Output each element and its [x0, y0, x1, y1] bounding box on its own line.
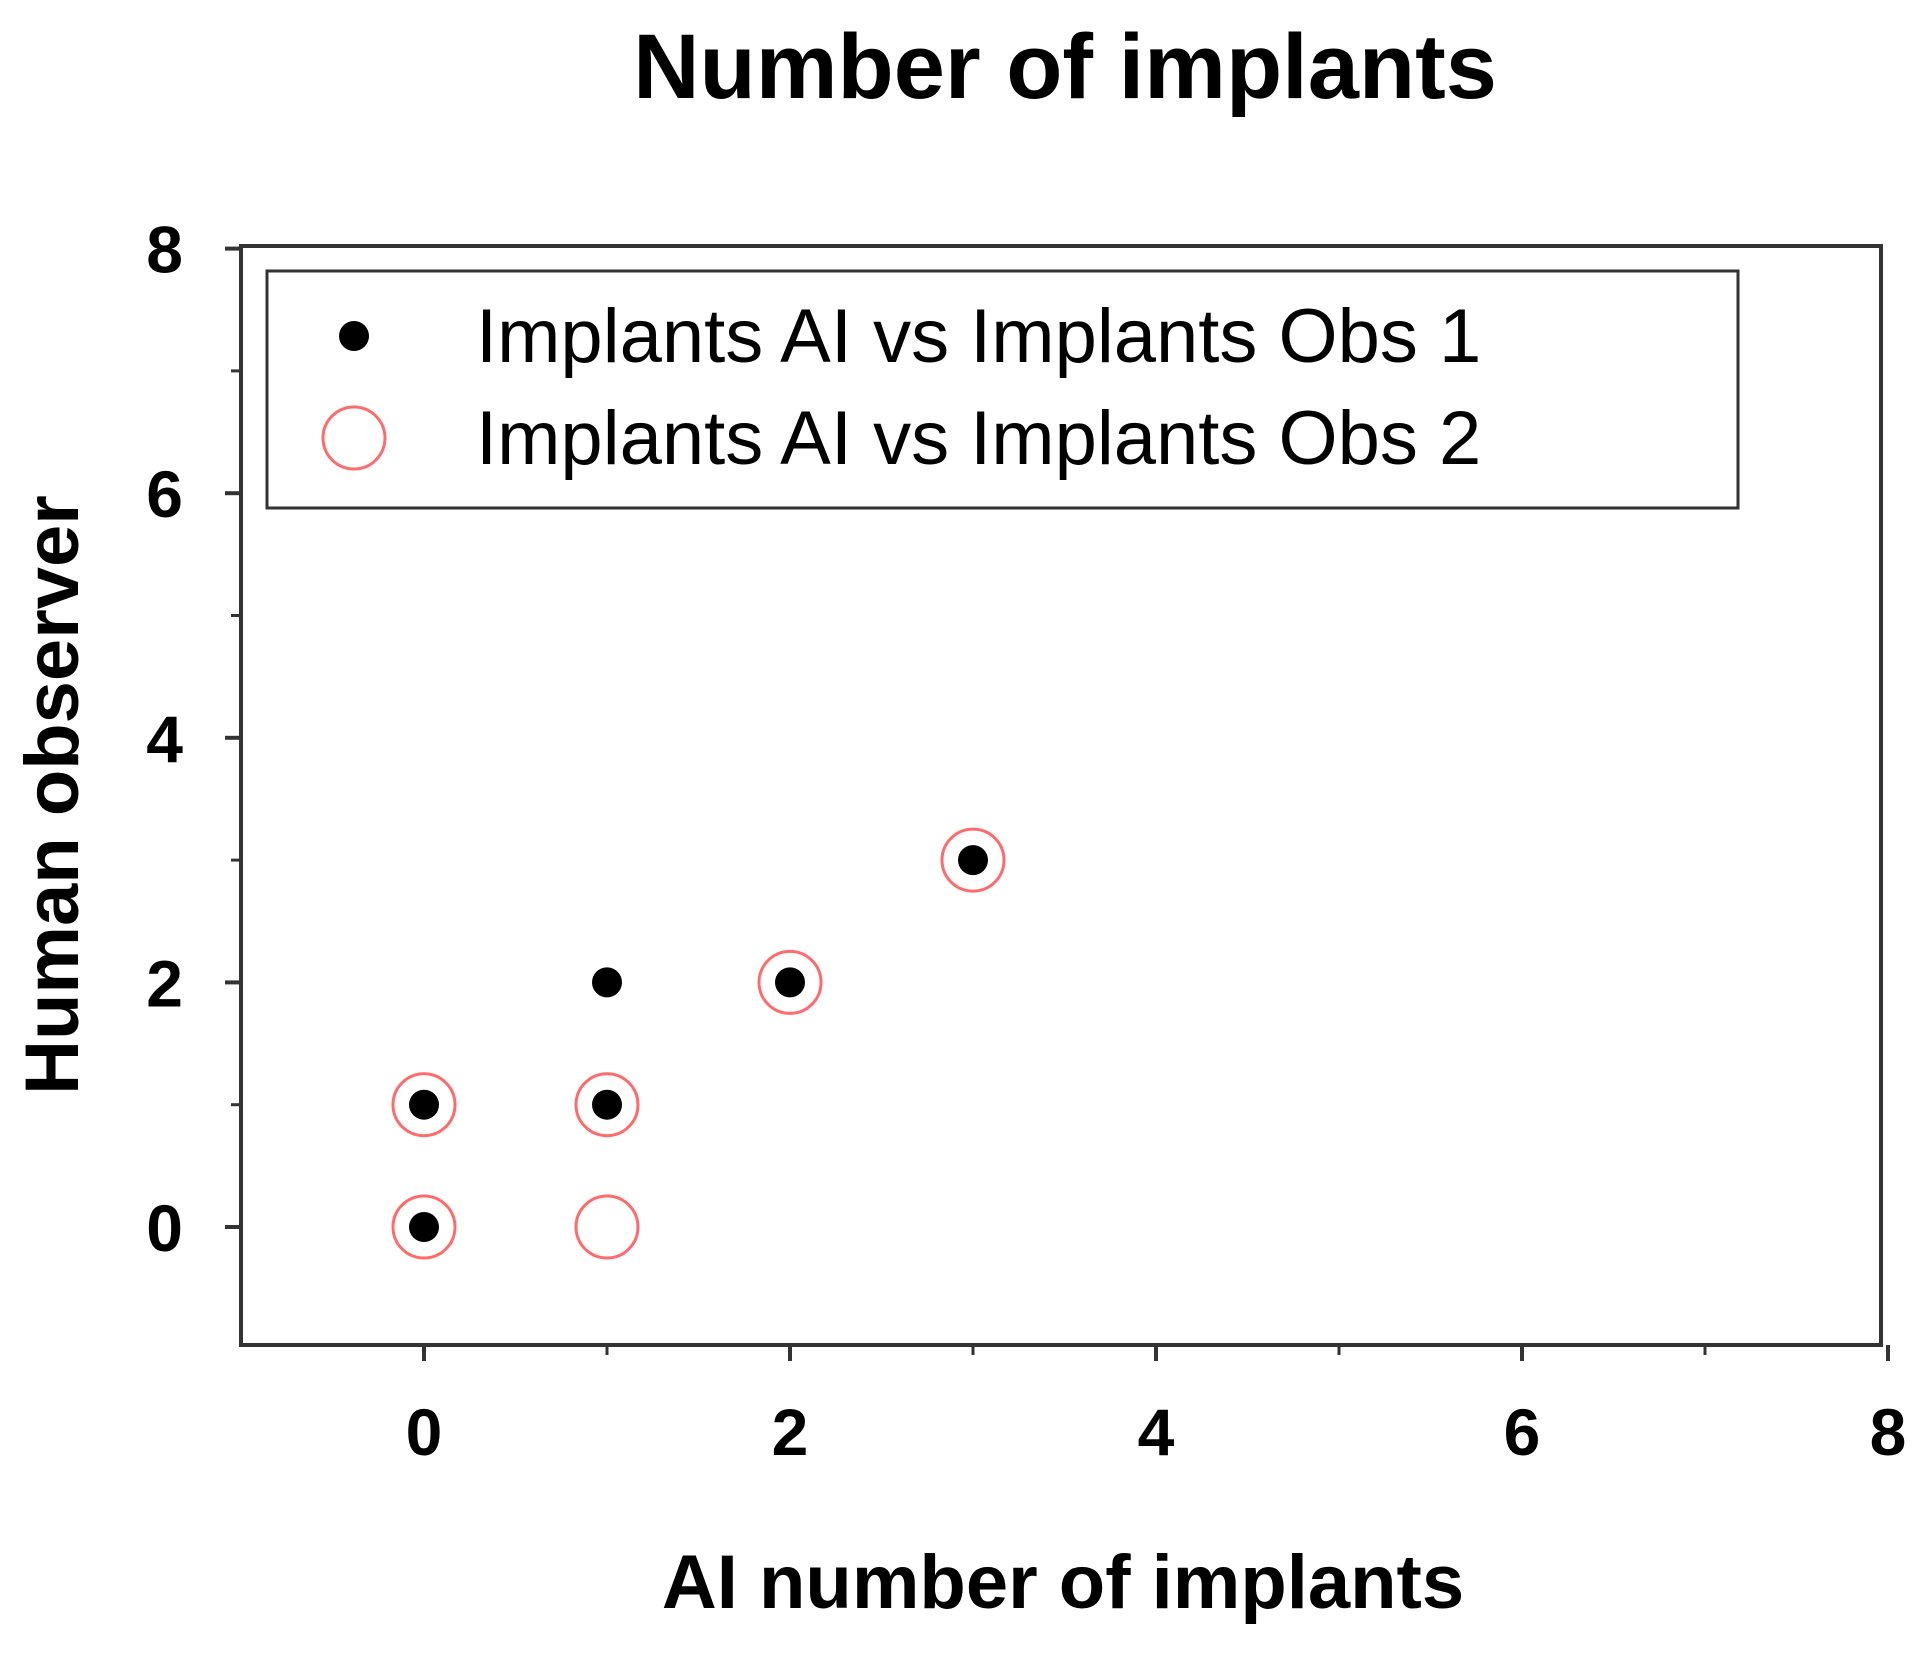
x-tick-label: 8: [1870, 1395, 1907, 1469]
data-point-obs2: [391, 1194, 457, 1260]
y-tick-label: 0: [146, 1191, 183, 1265]
legend-marker-obs1: [339, 321, 369, 351]
axis-ticks: 0 2 4 6 8 0 2 4 6 8: [146, 213, 1906, 1469]
data-point-obs1: [409, 1089, 439, 1120]
legend-label-obs1: Implants AI vs Implants Obs 1: [476, 294, 1481, 379]
x-axis-label: AI number of implants: [662, 1540, 1464, 1625]
data-point-obs1: [592, 1089, 622, 1120]
x-tick-label: 0: [406, 1395, 443, 1469]
plot-area-frame: [239, 244, 1883, 1347]
data-point-obs2: [574, 1194, 640, 1260]
data-point-obs1: [958, 845, 988, 876]
data-point-obs1: [409, 1212, 439, 1242]
data-point-obs1: [592, 967, 622, 998]
legend-label-obs2: Implants AI vs Implants Obs 2: [476, 396, 1481, 481]
data-point-obs2: [391, 1072, 457, 1138]
y-tick-label: 2: [146, 946, 183, 1020]
x-tick-label: 6: [1504, 1395, 1541, 1469]
data-points: [391, 827, 1006, 1260]
legend: Implants AI vs Implants Obs 1 Implants A…: [265, 269, 1740, 510]
y-axis-label: Human observer: [10, 495, 95, 1095]
x-tick-label: 4: [1138, 1395, 1175, 1469]
data-point-obs2: [757, 949, 823, 1015]
x-tick-label: 2: [772, 1395, 809, 1469]
legend-box: [265, 269, 1740, 510]
y-tick-label: 6: [146, 457, 183, 531]
data-point-obs1: [775, 967, 805, 998]
legend-marker-obs2: [321, 405, 387, 471]
y-tick-label: 4: [146, 702, 183, 776]
data-point-obs2: [574, 1072, 640, 1138]
data-point-obs2: [940, 827, 1006, 893]
y-tick-label: 8: [146, 213, 183, 287]
chart-title: Number of implants: [633, 16, 1497, 118]
